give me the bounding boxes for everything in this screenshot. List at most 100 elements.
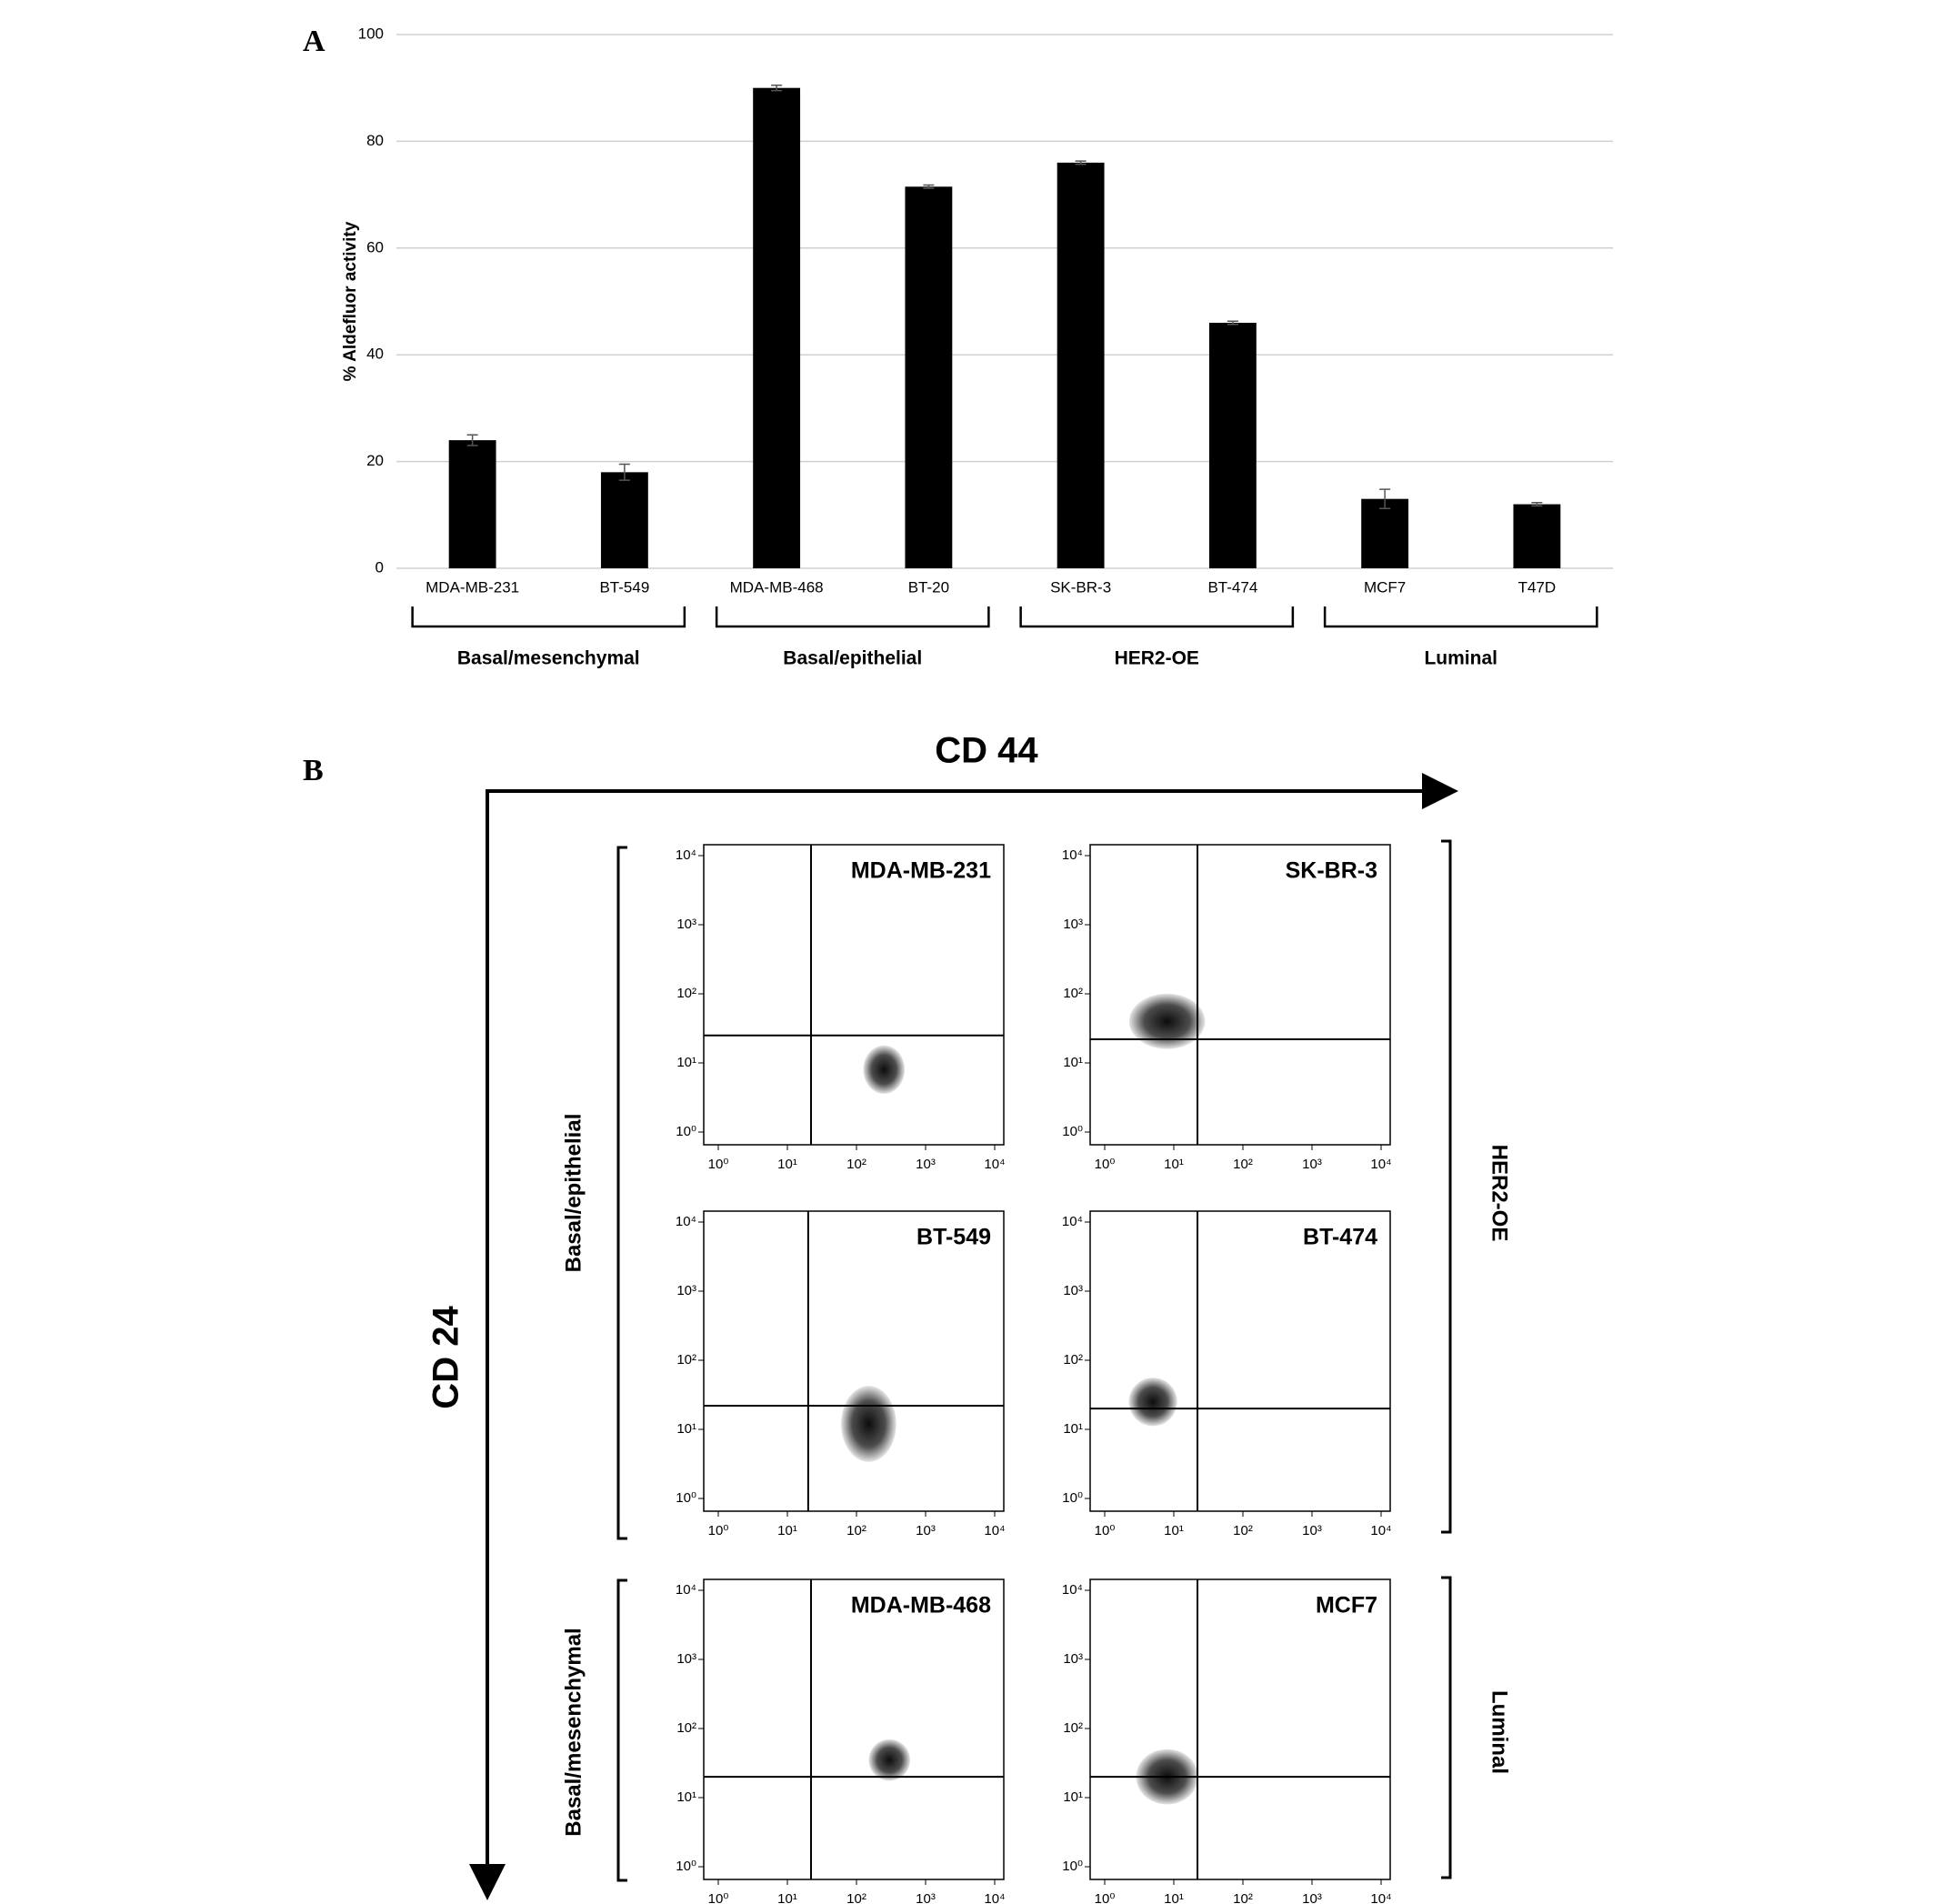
x-tick-label: 10² <box>1233 1523 1253 1538</box>
y-tick-label: 10⁴ <box>676 1214 696 1229</box>
x-tick-label: 10¹ <box>777 1891 797 1904</box>
group-label: Luminal <box>1487 1690 1512 1774</box>
x-tick-label: BT-20 <box>908 578 949 596</box>
bracket <box>1441 839 1452 1879</box>
y-tick-label: 20 <box>366 452 384 469</box>
x-tick-label: 10⁴ <box>984 1523 1005 1538</box>
group-label: Basal/epithelial <box>783 648 922 669</box>
panel-letter: B <box>303 754 324 787</box>
y-tick-label: 10¹ <box>676 1789 696 1805</box>
y-tick-label: 10⁴ <box>1062 1214 1083 1229</box>
group-label: Basal/epithelial <box>561 1114 586 1273</box>
group-label: HER2-OE <box>1487 1145 1512 1242</box>
density-cloud <box>868 1739 911 1781</box>
density-cloud <box>1128 1378 1177 1427</box>
y-tick-label: 10³ <box>1063 917 1083 932</box>
error-bar <box>1379 488 1391 510</box>
x-tick-label: 10⁴ <box>1370 1523 1391 1538</box>
bar <box>1361 498 1409 568</box>
y-tick-label: 10⁴ <box>1062 1582 1083 1598</box>
y-tick-label: 10⁰ <box>1062 1124 1083 1139</box>
axis-label: CD 44 <box>935 731 1038 771</box>
y-tick-label: 10¹ <box>1063 1789 1083 1805</box>
y-tick-label: 10¹ <box>1063 1421 1083 1437</box>
y-tick-label: 10¹ <box>676 1421 696 1437</box>
x-tick-label: MDA-MB-468 <box>730 578 824 596</box>
x-tick-label: 10⁰ <box>708 1523 729 1538</box>
x-tick-label: 10¹ <box>777 1523 797 1538</box>
x-tick-label: T47D <box>1518 578 1557 596</box>
bar <box>1513 504 1561 568</box>
y-tick-label: 0 <box>376 558 384 576</box>
y-tick-label: 100 <box>358 25 384 42</box>
bar <box>1057 162 1105 568</box>
error-bar <box>1075 160 1087 165</box>
plot-frame <box>1089 844 1391 1146</box>
y-tick-label: 10⁴ <box>676 1582 696 1598</box>
x-tick-label: 10³ <box>916 1157 936 1172</box>
x-tick-label: 10⁴ <box>1370 1157 1391 1172</box>
y-tick-label: 10² <box>676 1720 696 1736</box>
x-tick-label: 10³ <box>916 1523 936 1538</box>
x-tick-label: MDA-MB-231 <box>426 578 519 596</box>
y-tick-label: 10² <box>676 1352 696 1368</box>
error-bar <box>1227 320 1238 326</box>
y-tick-label: 10² <box>676 986 696 1001</box>
x-tick-label: 10⁴ <box>984 1891 1005 1904</box>
y-tick-label: 10³ <box>676 1283 696 1298</box>
x-tick-label: 10⁰ <box>1095 1157 1116 1172</box>
panel-title: MCF7 <box>1316 1593 1377 1618</box>
x-tick-label: BT-549 <box>599 578 649 596</box>
x-tick-label: 10¹ <box>1164 1891 1184 1904</box>
error-bar <box>618 463 630 481</box>
error-bar <box>1531 502 1543 507</box>
group-label: Basal/mesenchymal <box>457 648 640 669</box>
y-tick-label: 60 <box>366 238 384 256</box>
x-tick-label: 10⁰ <box>708 1157 729 1172</box>
y-tick-label: 40 <box>366 346 384 363</box>
x-tick-label: 10² <box>846 1157 866 1172</box>
y-tick-label: 10² <box>1063 1720 1083 1736</box>
plot-frame <box>703 1210 1005 1512</box>
x-tick-label: 10³ <box>1302 1523 1322 1538</box>
bar <box>448 440 496 568</box>
x-tick-label: 10⁰ <box>1095 1523 1116 1538</box>
x-tick-label: 10³ <box>1302 1891 1322 1904</box>
x-tick-label: SK-BR-3 <box>1050 578 1111 596</box>
x-tick-label: 10¹ <box>1164 1157 1184 1172</box>
y-tick-label: 10³ <box>1063 1651 1083 1667</box>
x-tick-label: 10² <box>846 1523 866 1538</box>
x-tick-label: BT-474 <box>1207 578 1257 596</box>
density-cloud <box>1128 993 1206 1049</box>
group-bracket <box>1323 606 1598 628</box>
x-tick-label: 10³ <box>1302 1157 1322 1172</box>
bar <box>753 87 801 568</box>
panel-title: SK-BR-3 <box>1286 858 1377 884</box>
density-cloud <box>863 1045 906 1094</box>
panel-title: MDA-MB-231 <box>851 858 991 884</box>
panel-title: BT-549 <box>916 1225 991 1250</box>
density-cloud <box>840 1386 896 1462</box>
x-tick-label: 10² <box>1233 1891 1253 1904</box>
x-tick-label: 10⁴ <box>1370 1891 1391 1904</box>
bar <box>600 472 648 568</box>
x-tick-label: 10³ <box>916 1891 936 1904</box>
y-tick-label: 10⁰ <box>676 1124 696 1139</box>
x-tick-label: 10⁴ <box>984 1157 1005 1172</box>
y-tick-label: 10⁰ <box>676 1859 696 1874</box>
bar <box>1208 322 1257 568</box>
y-axis-label: % Aldefluor activity <box>341 221 360 381</box>
axis-label: CD 24 <box>426 1306 466 1409</box>
group-label: HER2-OE <box>1115 648 1199 669</box>
x-tick-label: 10⁰ <box>1095 1891 1116 1904</box>
plot-frame <box>703 1578 1005 1880</box>
y-tick-label: 10⁴ <box>1062 847 1083 863</box>
y-tick-label: 10² <box>1063 986 1083 1001</box>
bar <box>905 186 953 569</box>
y-tick-label: 10³ <box>676 1651 696 1667</box>
y-tick-label: 10⁴ <box>676 847 696 863</box>
group-label: Luminal <box>1424 648 1497 669</box>
group-bracket <box>411 606 686 628</box>
